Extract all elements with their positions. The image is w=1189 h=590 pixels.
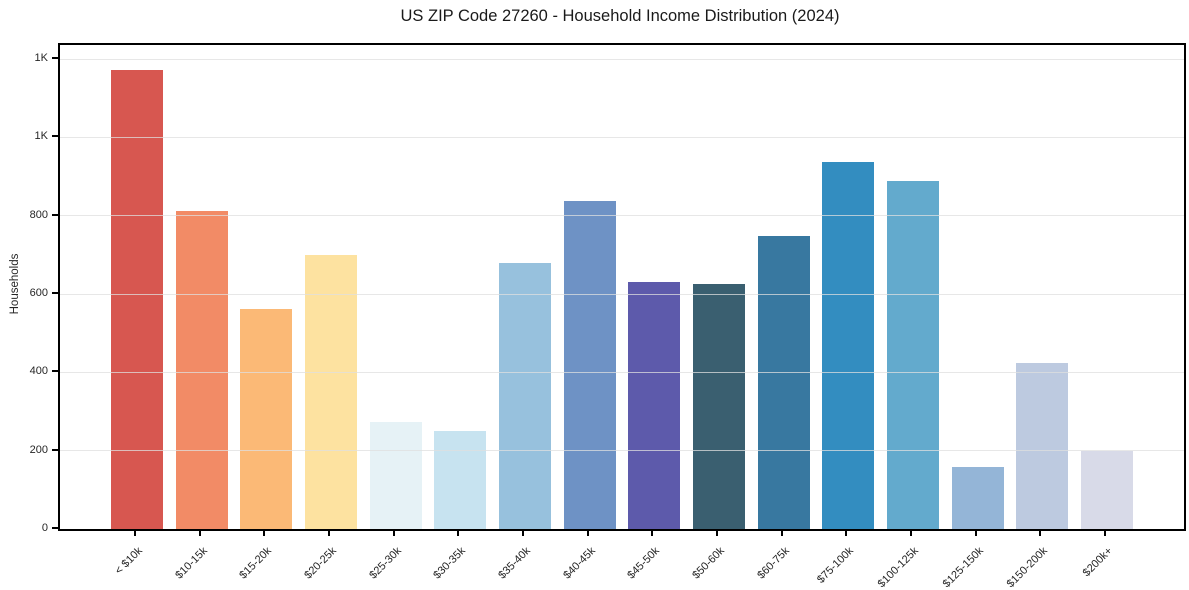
y-tick-label: 400 (29, 365, 48, 378)
bar-60-75k (757, 236, 810, 529)
bar-15-20k (240, 308, 293, 529)
bar-45-50k (628, 281, 681, 529)
x-tick-mark (586, 529, 589, 536)
y-tick-label: 800 (29, 208, 48, 221)
y-tick-label: 0 (41, 522, 48, 534)
x-tick-mark (974, 529, 977, 536)
y-tick-label: 200 (29, 443, 48, 456)
y-tick-mark (52, 213, 58, 216)
x-tick-mark (1039, 529, 1042, 536)
bar-50-60k (693, 283, 745, 529)
y-tick-mark (52, 135, 58, 138)
y-tick-mark (52, 448, 58, 451)
x-tick-mark (134, 529, 136, 536)
y-tick-label: 1K (34, 52, 48, 65)
bar-40-45k (563, 201, 616, 529)
bar-10-15k (175, 211, 228, 529)
bar-100-125k (887, 181, 939, 529)
y-tick-mark (52, 370, 58, 373)
bar-30-35k (434, 431, 487, 529)
x-tick-mark (910, 529, 912, 536)
chart-title: US ZIP Code 27260 - Household Income Dis… (400, 7, 840, 25)
x-tick-mark (263, 529, 266, 536)
x-tick-label: < $10k (112, 544, 145, 577)
x-tick-mark (716, 529, 718, 536)
y-tick-label: 1K (34, 130, 48, 143)
x-tick-mark (457, 529, 460, 536)
bar-200k (1081, 451, 1133, 529)
bar-125-150k (951, 467, 1004, 529)
x-tick-mark (1104, 529, 1106, 536)
bar-25-30k (369, 422, 422, 529)
bar-10k (111, 70, 163, 529)
y-tick-mark (52, 527, 58, 529)
bar-150-200k (1016, 362, 1069, 529)
y-axis-label: Households (9, 253, 21, 315)
bar-75-100k (822, 162, 875, 529)
x-tick-mark (651, 529, 654, 536)
y-tick-label: 600 (29, 287, 48, 300)
plot-area (58, 43, 1186, 531)
x-tick-mark (392, 529, 395, 536)
x-tick-mark (328, 529, 330, 536)
x-tick-mark (198, 529, 201, 536)
bar-20-25k (305, 254, 357, 529)
bar-35-40k (499, 263, 551, 529)
x-tick-mark (780, 529, 783, 536)
x-tick-mark (845, 529, 848, 536)
y-tick-mark (52, 57, 58, 60)
x-tick-mark (522, 529, 524, 536)
y-tick-mark (52, 292, 58, 295)
bars-layer (60, 45, 1184, 529)
